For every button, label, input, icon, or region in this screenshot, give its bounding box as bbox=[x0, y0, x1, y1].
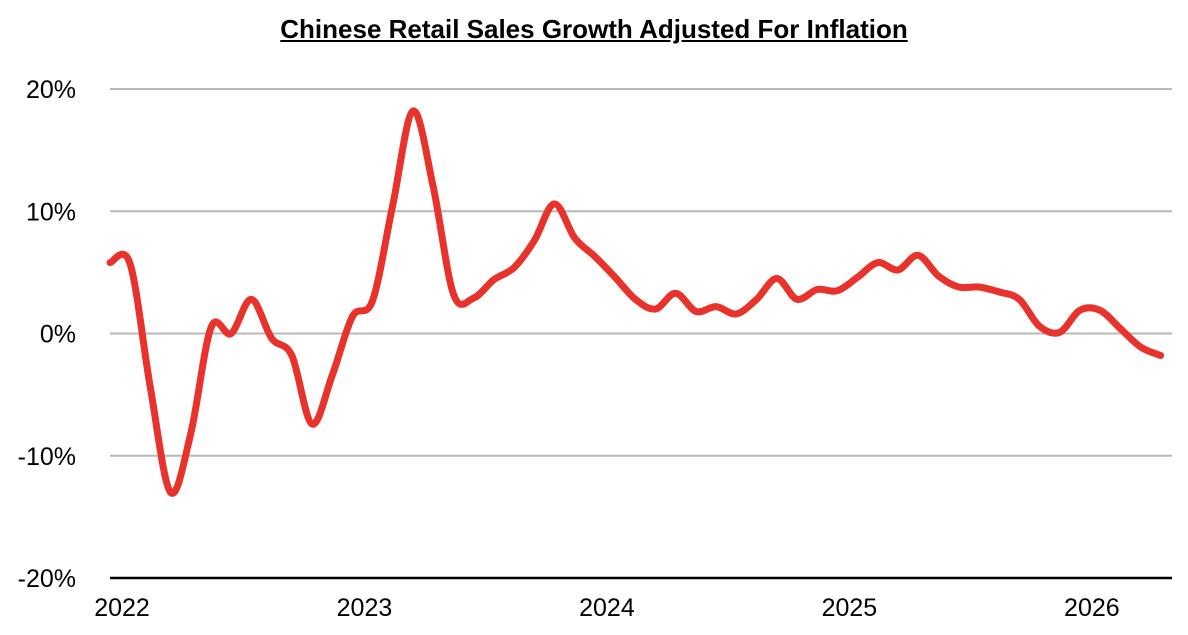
y-tick-label: -20% bbox=[18, 565, 76, 593]
series-layer bbox=[106, 107, 1165, 497]
grid-lines bbox=[110, 88, 1172, 457]
y-tick-label: 20% bbox=[26, 76, 76, 104]
series-line-0 bbox=[106, 107, 1165, 497]
x-tick-label: 2026 bbox=[1064, 594, 1120, 622]
y-tick-label: 10% bbox=[26, 198, 76, 226]
y-tick-labels: 20% 10% 0% -10% -20% bbox=[18, 76, 76, 593]
x-tick-label: 2025 bbox=[822, 594, 878, 622]
x-tick-label: 2022 bbox=[94, 594, 150, 622]
y-tick-label: 0% bbox=[40, 321, 76, 349]
x-tick-label: 2024 bbox=[579, 594, 635, 622]
x-tick-labels: 2022 2023 2024 2025 2026 bbox=[94, 594, 1119, 622]
x-tick-label: 2023 bbox=[337, 594, 393, 622]
y-tick-label: -10% bbox=[18, 443, 76, 471]
chart-title: Chinese Retail Sales Growth Adjusted For… bbox=[280, 14, 908, 44]
